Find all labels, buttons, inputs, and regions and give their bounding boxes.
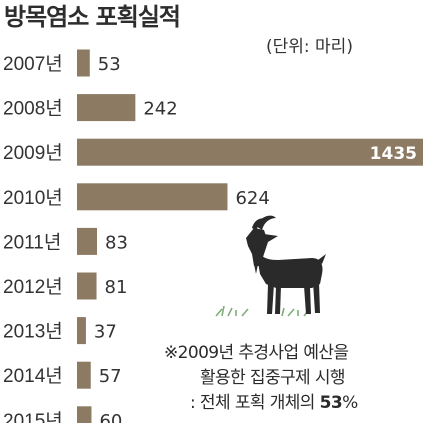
bar bbox=[77, 94, 136, 122]
goat-icon bbox=[215, 215, 326, 317]
chart-title: 방목염소 포획실적 bbox=[4, 3, 181, 31]
annotation-line-1: ※2009년 추경사업 예산을 bbox=[164, 343, 349, 363]
category-label: 2011년 bbox=[3, 231, 61, 253]
value-label: 60 bbox=[99, 411, 122, 423]
bar bbox=[77, 361, 91, 389]
value-label: 57 bbox=[99, 366, 122, 387]
category-label: 2007년 bbox=[3, 53, 63, 75]
grass-icon bbox=[215, 305, 311, 317]
category-label: 2012년 bbox=[3, 276, 63, 298]
category-label: 2010년 bbox=[3, 187, 63, 209]
bar bbox=[77, 272, 97, 300]
bar bbox=[77, 227, 98, 255]
annotation-note: ※2009년 추경사업 예산을 활용한 집중구제 시행 : 전체 포획 개체의 … bbox=[164, 341, 428, 416]
annotation-percent-sign: % bbox=[342, 393, 358, 413]
annotation-percentage: 53 bbox=[319, 393, 343, 413]
value-label: 83 bbox=[105, 232, 128, 253]
bar bbox=[77, 317, 86, 345]
annotation-line-3-prefix: : 전체 포획 개체의 bbox=[190, 393, 320, 413]
category-label: 2014년 bbox=[3, 365, 63, 387]
bar bbox=[77, 406, 92, 423]
category-label: 2013년 bbox=[3, 321, 63, 343]
value-label: 1435 bbox=[370, 144, 417, 164]
value-label: 624 bbox=[235, 188, 269, 209]
value-label: 81 bbox=[105, 277, 128, 298]
annotation-line-2: 활용한 집중구제 시행 bbox=[200, 368, 346, 388]
bar bbox=[77, 138, 423, 166]
category-label: 2009년 bbox=[3, 142, 63, 164]
annotation-line-3: : 전체 포획 개체의 53% bbox=[164, 391, 428, 416]
bar bbox=[77, 49, 90, 77]
unit-label: (단위: 마리) bbox=[266, 37, 353, 57]
value-label: 242 bbox=[143, 99, 177, 120]
category-label: 2015년 bbox=[3, 410, 63, 423]
bar bbox=[77, 183, 228, 211]
value-label: 53 bbox=[98, 54, 121, 75]
value-label: 37 bbox=[94, 322, 117, 343]
category-label: 2008년 bbox=[3, 98, 63, 120]
